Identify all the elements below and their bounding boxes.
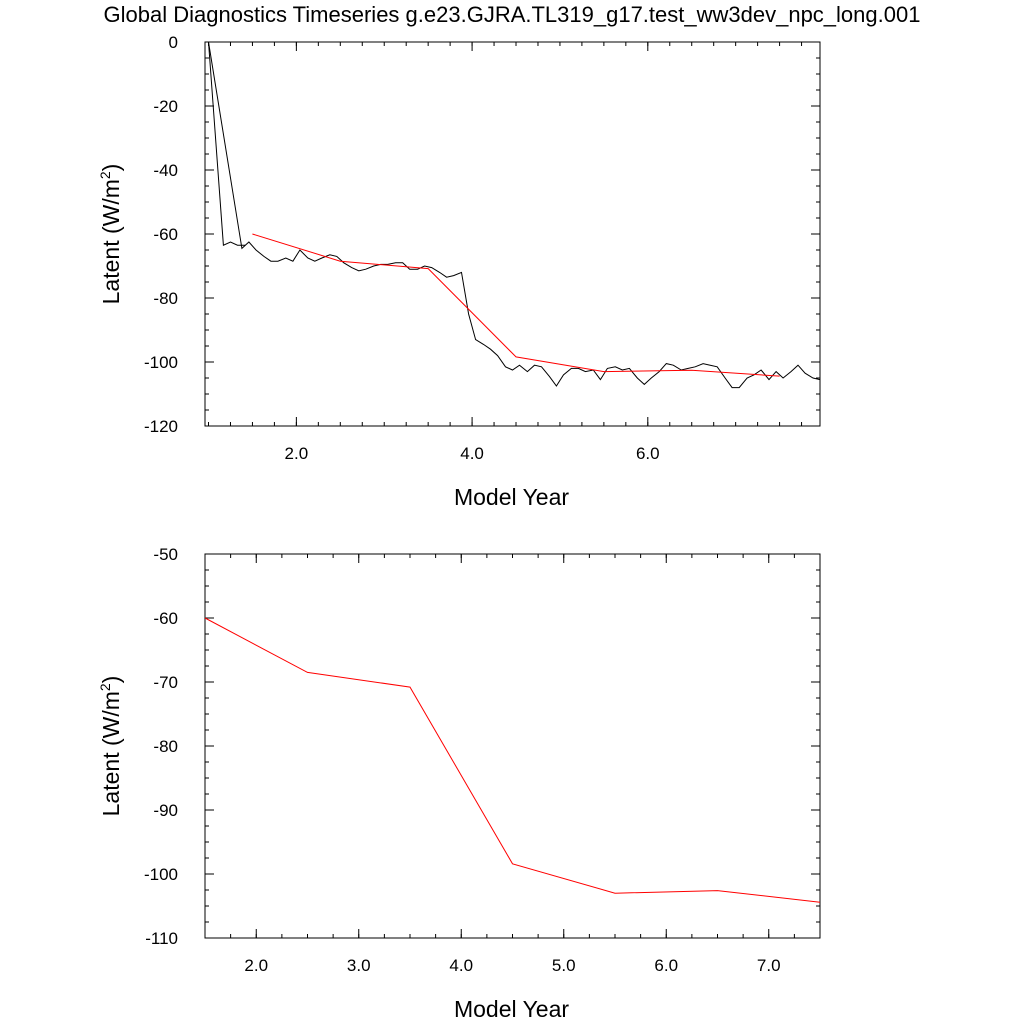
x-tick-label: 4.0 bbox=[460, 444, 484, 463]
x-tick-label: 2.0 bbox=[285, 444, 309, 463]
y-tick-label: -110 bbox=[145, 929, 178, 948]
x-axis-title: Model Year bbox=[454, 484, 569, 510]
series-line-annual-mean bbox=[205, 617, 820, 903]
y-tick-label: -90 bbox=[153, 801, 178, 820]
y-tick-label: -60 bbox=[153, 609, 178, 628]
y-tick-label: -70 bbox=[153, 673, 178, 692]
plot-frame bbox=[204, 41, 821, 427]
y-tick-label: 0 bbox=[169, 33, 178, 52]
series-line-monthly_first_segment bbox=[208, 42, 246, 246]
x-tick-label: 5.0 bbox=[552, 956, 576, 975]
y-tick-label: -80 bbox=[153, 737, 178, 756]
y-tick-label: -100 bbox=[144, 865, 178, 884]
x-tick-label: 2.0 bbox=[244, 956, 268, 975]
y-tick-label: -100 bbox=[144, 353, 178, 372]
x-tick-label: 4.0 bbox=[449, 956, 473, 975]
plot-frame bbox=[204, 553, 821, 939]
x-tick-label: 6.0 bbox=[636, 444, 660, 463]
x-axis-title: Model Year bbox=[454, 996, 569, 1022]
x-tick-label: 3.0 bbox=[347, 956, 371, 975]
y-axis-title: Latent (W/m2) bbox=[97, 164, 124, 305]
top-panel: 2.0 4.0 6.0 0 -20 -40 -60 -80 -100 -120 Model Year… bbox=[97, 33, 821, 510]
bottom-panel: 2.0 3.0 4.0 5.0 6.0 7.0 -50 -60 -70 -80 -90 -100 -11… bbox=[97, 545, 821, 1022]
x-tick-label: 6.0 bbox=[654, 956, 678, 975]
y-tick-label: -60 bbox=[153, 225, 178, 244]
y-axis-title: Latent (W/m2) bbox=[97, 676, 124, 817]
series-line-monthly bbox=[208, 42, 820, 389]
chart-title: Global Diagnostics Timeseries g.e23.GJRA… bbox=[103, 2, 921, 27]
series-line-annual-mean bbox=[252, 233, 780, 377]
y-tick-label: -50 bbox=[153, 545, 178, 564]
x-tick-label: 7.0 bbox=[757, 956, 781, 975]
y-tick-label: -120 bbox=[144, 417, 178, 436]
y-tick-label: -80 bbox=[153, 289, 178, 308]
y-tick-label: -40 bbox=[153, 161, 178, 180]
y-tick-label: -20 bbox=[153, 97, 178, 116]
